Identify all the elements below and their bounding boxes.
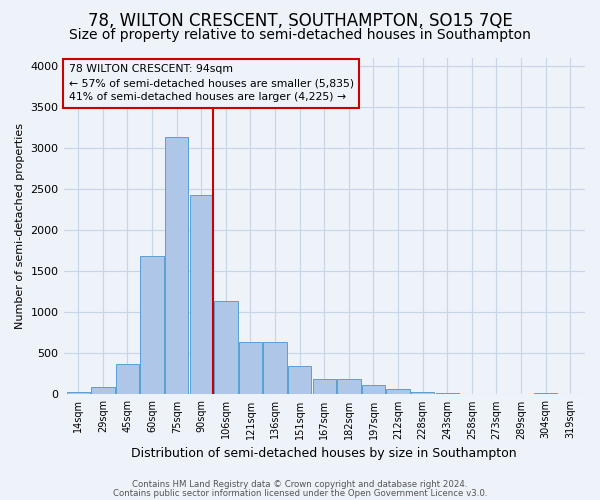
Bar xyxy=(337,379,361,394)
Bar xyxy=(116,364,139,394)
Text: Size of property relative to semi-detached houses in Southampton: Size of property relative to semi-detach… xyxy=(69,28,531,42)
Bar xyxy=(190,194,213,394)
Bar xyxy=(534,393,557,394)
Bar xyxy=(140,256,164,394)
Text: 78, WILTON CRESCENT, SOUTHAMPTON, SO15 7QE: 78, WILTON CRESCENT, SOUTHAMPTON, SO15 7… xyxy=(88,12,512,30)
Bar xyxy=(263,342,287,394)
Text: 78 WILTON CRESCENT: 94sqm
← 57% of semi-detached houses are smaller (5,835)
41% : 78 WILTON CRESCENT: 94sqm ← 57% of semi-… xyxy=(69,64,354,102)
Bar xyxy=(411,392,434,394)
Bar xyxy=(313,379,336,394)
Text: Contains public sector information licensed under the Open Government Licence v3: Contains public sector information licen… xyxy=(113,489,487,498)
Bar xyxy=(386,390,410,394)
Bar xyxy=(67,392,90,394)
Bar xyxy=(362,385,385,394)
Bar xyxy=(288,366,311,394)
Text: Contains HM Land Registry data © Crown copyright and database right 2024.: Contains HM Land Registry data © Crown c… xyxy=(132,480,468,489)
Bar xyxy=(214,300,238,394)
Y-axis label: Number of semi-detached properties: Number of semi-detached properties xyxy=(15,123,25,329)
Bar xyxy=(239,342,262,394)
X-axis label: Distribution of semi-detached houses by size in Southampton: Distribution of semi-detached houses by … xyxy=(131,447,517,460)
Bar xyxy=(436,393,459,394)
Bar xyxy=(165,137,188,394)
Bar xyxy=(91,388,115,394)
